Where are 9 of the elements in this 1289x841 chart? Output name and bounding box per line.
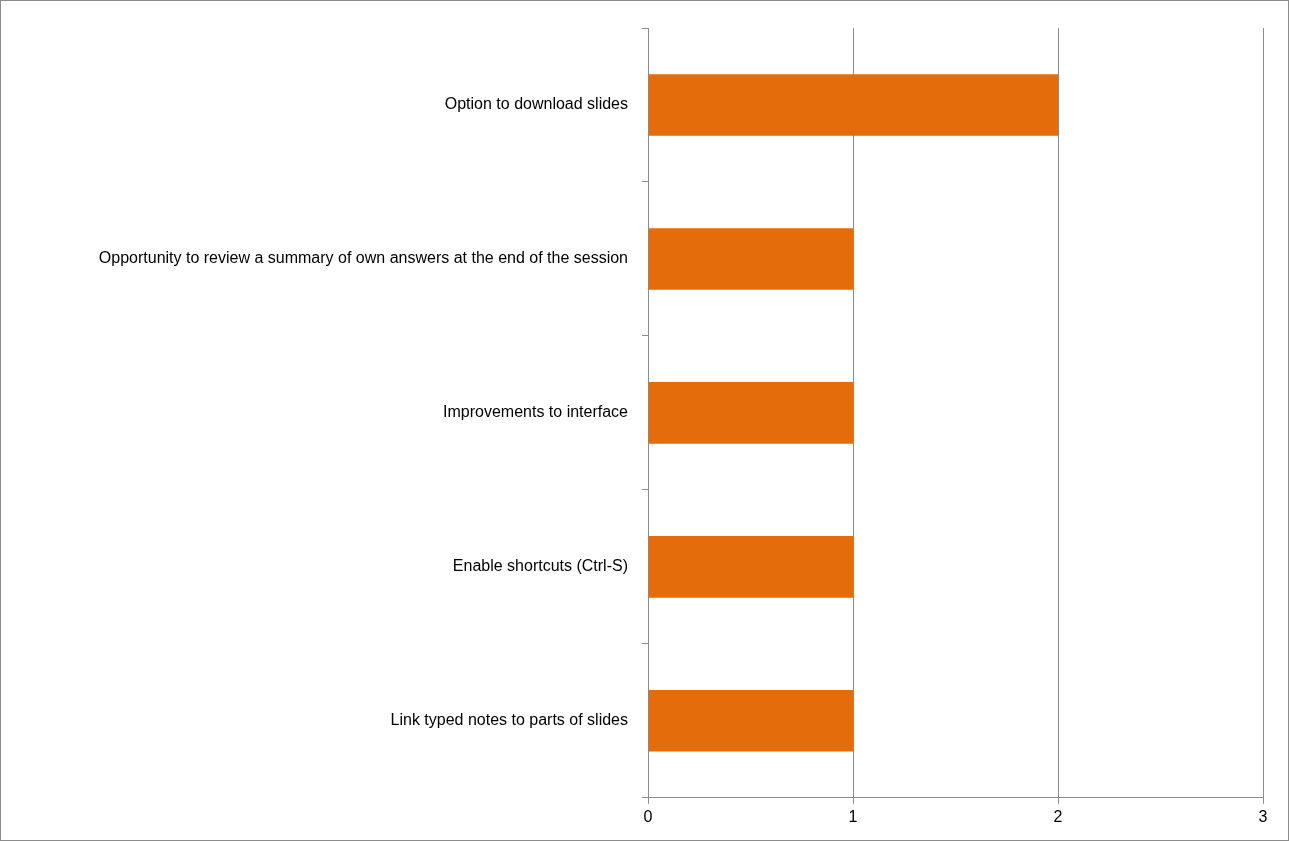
x-tick-label: 2 [1053,807,1063,825]
y-tick-label: Enable shortcuts (Ctrl-S) [452,557,628,575]
y-tick-label: Link typed notes to parts of slides [390,711,628,729]
y-tick-label: Opportunity to review a summary of own answers at the end of the session [98,249,628,267]
x-tick-label: 3 [1258,807,1268,825]
y-tick-label: Option to download slides [444,95,628,113]
y-tick-label: Improvements to interface [443,403,629,421]
x-tick-label: 0 [643,807,653,825]
x-tick-label: 1 [848,807,858,825]
